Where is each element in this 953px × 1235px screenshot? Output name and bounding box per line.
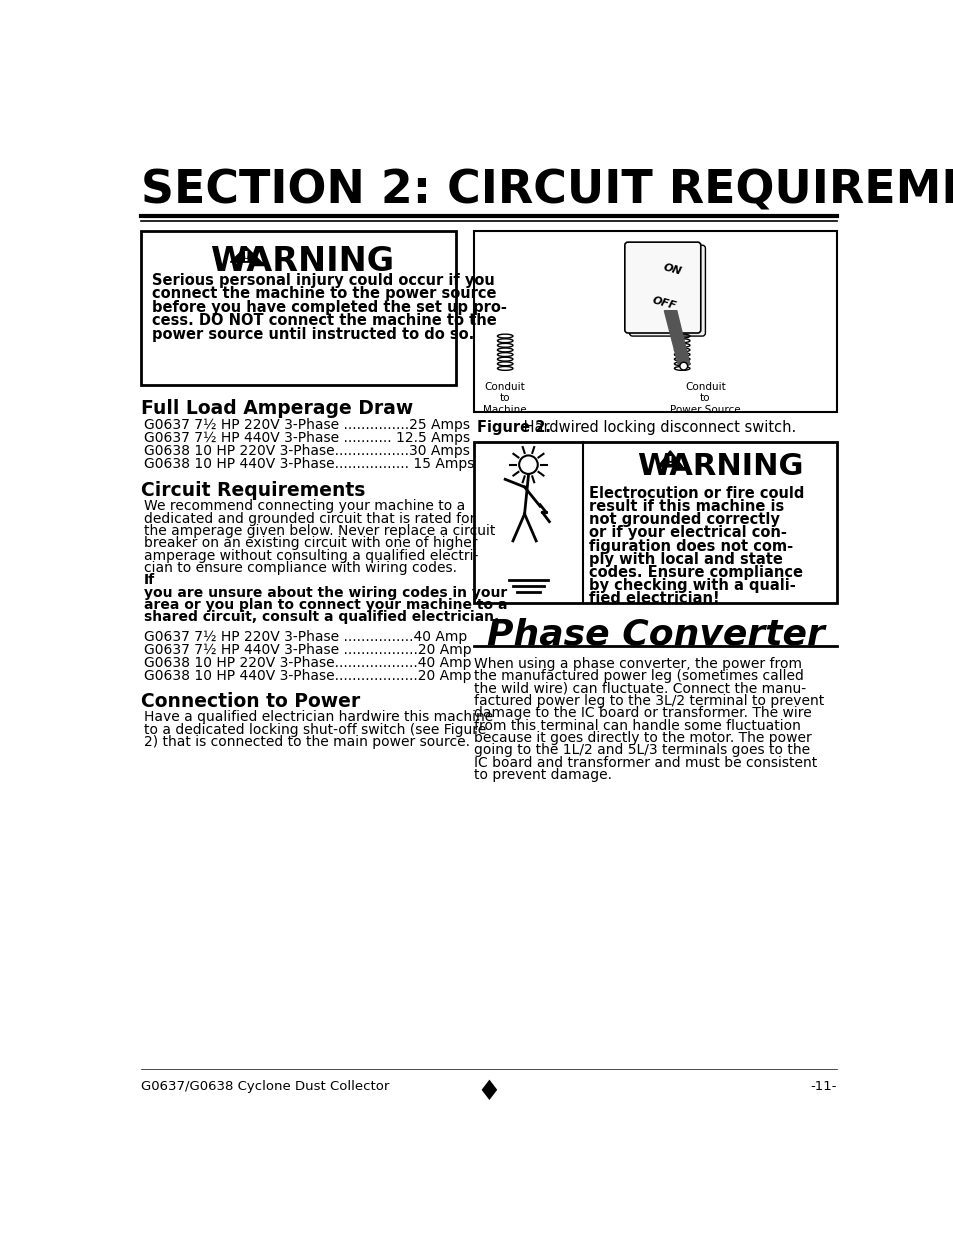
Text: G0637 7½ HP 440V 3-Phase ........... 12.5 Amps: G0637 7½ HP 440V 3-Phase ........... 12.… xyxy=(144,431,470,445)
Text: G0638 10 HP 440V 3-Phase...................20 Amp: G0638 10 HP 440V 3-Phase................… xyxy=(144,669,471,683)
Text: G0638 10 HP 220V 3-Phase.................30 Amps: G0638 10 HP 220V 3-Phase................… xyxy=(144,443,470,458)
Text: before you have completed the set up pro-: before you have completed the set up pro… xyxy=(152,300,506,315)
Text: amperage without consulting a qualified electri-: amperage without consulting a qualified … xyxy=(144,548,477,563)
Text: Have a qualified electrician hardwire this machine: Have a qualified electrician hardwire th… xyxy=(144,710,493,724)
Text: going to the 1L/2 and 5L/3 terminals goes to the: going to the 1L/2 and 5L/3 terminals goe… xyxy=(474,743,809,757)
Text: codes. Ensure compliance: codes. Ensure compliance xyxy=(588,564,802,579)
Text: !: ! xyxy=(667,456,672,467)
Text: by checking with a quali-: by checking with a quali- xyxy=(588,578,795,593)
Text: shared circuit, consult a qualified electrician.: shared circuit, consult a qualified elec… xyxy=(144,610,498,624)
Polygon shape xyxy=(658,451,682,467)
FancyBboxPatch shape xyxy=(624,242,700,333)
Text: G0637 7½ HP 220V 3-Phase ...............25 Amps: G0637 7½ HP 220V 3-Phase ...............… xyxy=(144,417,470,432)
FancyBboxPatch shape xyxy=(474,231,836,412)
FancyBboxPatch shape xyxy=(629,246,704,336)
Text: Electrocution or fire could: Electrocution or fire could xyxy=(588,487,803,501)
Polygon shape xyxy=(231,247,261,262)
Text: cess. DO NOT connect the machine to the: cess. DO NOT connect the machine to the xyxy=(152,314,496,329)
Text: breaker on an existing circuit with one of higher: breaker on an existing circuit with one … xyxy=(144,536,477,551)
FancyBboxPatch shape xyxy=(141,231,456,385)
Text: Connection to Power: Connection to Power xyxy=(141,692,360,711)
Text: Conduit
to
Machine: Conduit to Machine xyxy=(483,382,526,415)
Text: Conduit
to
Power Source: Conduit to Power Source xyxy=(669,382,740,415)
Text: G0638 10 HP 220V 3-Phase...................40 Amp: G0638 10 HP 220V 3-Phase................… xyxy=(144,656,471,671)
Text: 2) that is connected to the main power source.: 2) that is connected to the main power s… xyxy=(144,735,470,748)
Text: connect the machine to the power source: connect the machine to the power source xyxy=(152,287,496,301)
Text: figuration does not com-: figuration does not com- xyxy=(588,538,792,553)
Text: power source until instructed to do so.: power source until instructed to do so. xyxy=(152,327,474,342)
Text: ply with local and state: ply with local and state xyxy=(588,552,782,567)
Text: WARNING: WARNING xyxy=(211,246,394,278)
Text: dedicated and grounded circuit that is rated for: dedicated and grounded circuit that is r… xyxy=(144,511,475,526)
Text: to a dedicated locking shut-off switch (see Figure: to a dedicated locking shut-off switch (… xyxy=(144,722,486,736)
Text: When using a phase converter, the power from: When using a phase converter, the power … xyxy=(474,657,801,671)
Text: !: ! xyxy=(242,249,249,264)
Text: -11-: -11- xyxy=(809,1079,836,1093)
Text: WARNING: WARNING xyxy=(637,452,803,482)
Circle shape xyxy=(679,362,687,370)
Text: Phase Converter: Phase Converter xyxy=(486,618,823,651)
Text: because it goes directly to the motor. The power: because it goes directly to the motor. T… xyxy=(474,731,811,745)
Text: you are unsure about the wiring codes in your: you are unsure about the wiring codes in… xyxy=(144,585,507,599)
Text: Serious personal injury could occur if you: Serious personal injury could occur if y… xyxy=(152,273,494,288)
Text: the wild wire) can fluctuate. Connect the manu-: the wild wire) can fluctuate. Connect th… xyxy=(474,682,805,695)
Text: the amperage given below. Never replace a circuit: the amperage given below. Never replace … xyxy=(144,524,495,538)
Text: fied electrician!: fied electrician! xyxy=(588,592,719,606)
Text: G0637 7½ HP 440V 3-Phase .................20 Amp: G0637 7½ HP 440V 3-Phase ...............… xyxy=(144,643,471,657)
Text: IC board and transformer and must be consistent: IC board and transformer and must be con… xyxy=(474,756,817,769)
Text: ♦: ♦ xyxy=(476,1078,501,1107)
Text: OFF: OFF xyxy=(651,295,677,311)
Text: cian to ensure compliance with wiring codes.: cian to ensure compliance with wiring co… xyxy=(144,561,456,576)
Text: Figure 2.: Figure 2. xyxy=(476,420,551,435)
Text: We recommend connecting your machine to a: We recommend connecting your machine to … xyxy=(144,499,465,514)
Text: If: If xyxy=(144,573,155,587)
Text: Full Load Amperage Draw: Full Load Amperage Draw xyxy=(141,399,413,419)
Text: G0637 7½ HP 220V 3-Phase ................40 Amp: G0637 7½ HP 220V 3-Phase ...............… xyxy=(144,630,467,645)
Text: result if this machine is: result if this machine is xyxy=(588,499,783,514)
Text: area or you plan to connect your machine to a: area or you plan to connect your machine… xyxy=(144,598,507,611)
Text: Hardwired locking disconnect switch.: Hardwired locking disconnect switch. xyxy=(518,420,796,435)
Polygon shape xyxy=(663,311,689,364)
Text: the manufactured power leg (sometimes called: the manufactured power leg (sometimes ca… xyxy=(474,669,803,683)
Text: damage to the IC board or transformer. The wire: damage to the IC board or transformer. T… xyxy=(474,706,811,720)
Text: ON: ON xyxy=(661,263,681,277)
FancyBboxPatch shape xyxy=(474,442,836,603)
Text: factured power leg to the 3L/2 terminal to prevent: factured power leg to the 3L/2 terminal … xyxy=(474,694,823,708)
Text: from this terminal can handle some fluctuation: from this terminal can handle some fluct… xyxy=(474,719,801,732)
Text: not grounded correctly: not grounded correctly xyxy=(588,513,779,527)
Text: or if your electrical con-: or if your electrical con- xyxy=(588,526,786,541)
Text: SECTION 2: CIRCUIT REQUIREMENTS: SECTION 2: CIRCUIT REQUIREMENTS xyxy=(141,168,953,214)
Text: G0638 10 HP 440V 3-Phase................. 15 Amps: G0638 10 HP 440V 3-Phase................… xyxy=(144,457,474,471)
Text: G0637/G0638 Cyclone Dust Collector: G0637/G0638 Cyclone Dust Collector xyxy=(141,1079,389,1093)
Text: Circuit Requirements: Circuit Requirements xyxy=(141,480,365,500)
Text: to prevent damage.: to prevent damage. xyxy=(474,768,612,782)
